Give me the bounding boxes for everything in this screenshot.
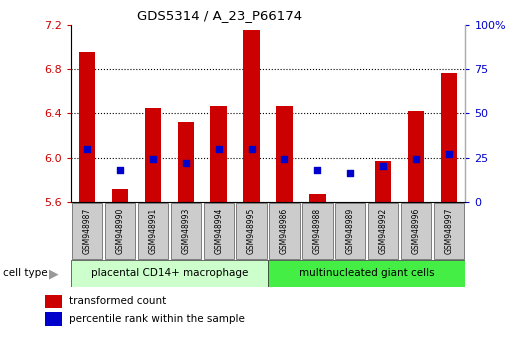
Point xyxy=(280,156,289,162)
Text: GSM948987: GSM948987 xyxy=(83,208,92,254)
Bar xyxy=(45,295,62,308)
Bar xyxy=(71,260,268,287)
FancyBboxPatch shape xyxy=(72,203,102,259)
FancyBboxPatch shape xyxy=(434,203,464,259)
Bar xyxy=(45,312,62,326)
Bar xyxy=(210,105,227,202)
Bar xyxy=(79,52,95,202)
Text: GSM948986: GSM948986 xyxy=(280,208,289,254)
FancyBboxPatch shape xyxy=(170,203,201,259)
Text: GSM948992: GSM948992 xyxy=(379,208,388,254)
Text: GDS5314 / A_23_P66174: GDS5314 / A_23_P66174 xyxy=(137,9,302,22)
FancyBboxPatch shape xyxy=(236,203,267,259)
Text: GSM948996: GSM948996 xyxy=(412,208,420,254)
FancyBboxPatch shape xyxy=(203,203,234,259)
Text: GSM948997: GSM948997 xyxy=(445,208,453,254)
Bar xyxy=(112,188,128,202)
Bar xyxy=(243,30,260,202)
Text: GSM948993: GSM948993 xyxy=(181,208,190,254)
FancyBboxPatch shape xyxy=(105,203,135,259)
FancyBboxPatch shape xyxy=(269,203,300,259)
FancyBboxPatch shape xyxy=(401,203,431,259)
FancyBboxPatch shape xyxy=(368,203,399,259)
Point xyxy=(214,146,223,152)
Text: GSM948988: GSM948988 xyxy=(313,208,322,254)
Point xyxy=(83,146,91,152)
Point xyxy=(412,156,420,162)
Text: ▶: ▶ xyxy=(49,267,58,280)
Point xyxy=(313,167,322,173)
Text: GSM948994: GSM948994 xyxy=(214,208,223,254)
Bar xyxy=(268,260,465,287)
Point xyxy=(181,160,190,166)
Point xyxy=(445,151,453,157)
Text: cell type: cell type xyxy=(3,268,47,279)
Point xyxy=(247,146,256,152)
Text: multinucleated giant cells: multinucleated giant cells xyxy=(299,268,435,279)
Text: placental CD14+ macrophage: placental CD14+ macrophage xyxy=(90,268,248,279)
Text: GSM948995: GSM948995 xyxy=(247,208,256,254)
Bar xyxy=(276,105,293,202)
Text: GSM948991: GSM948991 xyxy=(149,208,157,254)
Bar xyxy=(309,194,326,202)
Bar xyxy=(441,74,457,202)
Text: GSM948990: GSM948990 xyxy=(116,208,124,254)
FancyBboxPatch shape xyxy=(138,203,168,259)
FancyBboxPatch shape xyxy=(302,203,333,259)
Bar xyxy=(375,161,391,202)
Point xyxy=(346,171,355,176)
Point xyxy=(149,156,157,162)
Point xyxy=(379,164,388,169)
Bar xyxy=(145,108,161,202)
Text: percentile rank within the sample: percentile rank within the sample xyxy=(69,314,245,324)
Bar xyxy=(177,122,194,202)
Bar xyxy=(408,111,424,202)
Text: transformed count: transformed count xyxy=(69,296,166,306)
Text: GSM948989: GSM948989 xyxy=(346,208,355,254)
FancyBboxPatch shape xyxy=(335,203,366,259)
Point xyxy=(116,167,124,173)
